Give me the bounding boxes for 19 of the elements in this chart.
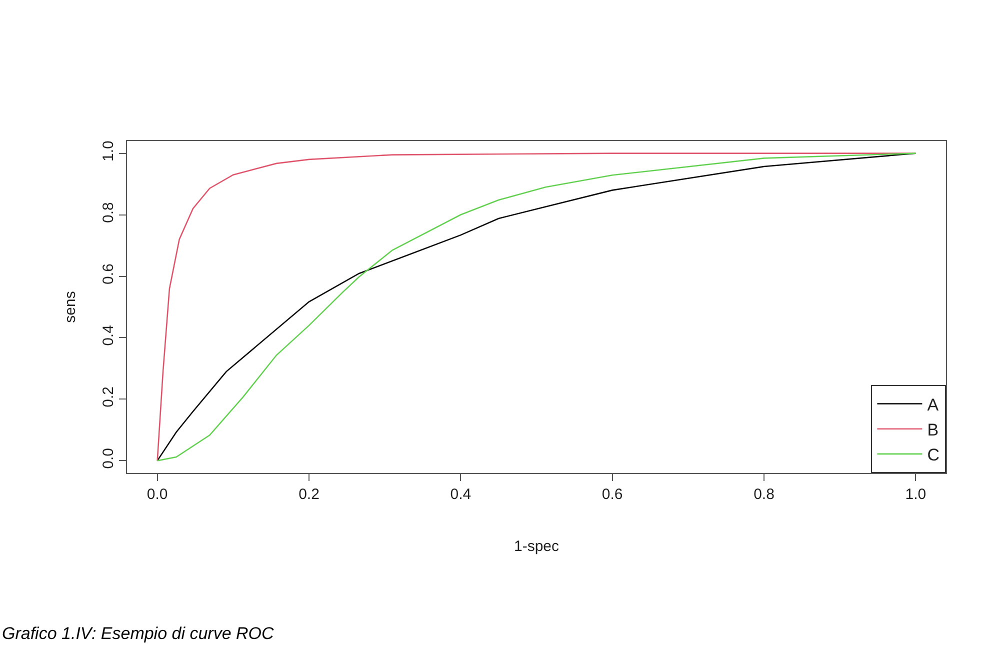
y-tick-label: 0.6 — [100, 264, 117, 284]
legend-label: A — [927, 395, 940, 414]
x-tick-label: 0.2 — [298, 486, 320, 504]
y-tick-label: 1.0 — [100, 140, 117, 162]
text: Grafico 1.IV: Esempio di curve ROC — [2, 624, 275, 643]
legend-label: B — [927, 420, 939, 440]
x-tick-label: 1.0 — [905, 486, 926, 504]
line-series — [156, 152, 916, 462]
x-axis-title: 1-spec — [514, 538, 560, 556]
x-tick-label: 0.6 — [602, 486, 623, 504]
x-tick-label: 0.4 — [450, 486, 472, 504]
x-tick-label: 0.0 — [146, 486, 168, 504]
legend-label: C — [927, 446, 940, 465]
y-tick-label: 0.0 — [100, 448, 117, 469]
y-tick-label: 0.4 — [100, 325, 117, 346]
y-axis-title: sens — [62, 291, 80, 323]
y-tick-label: 0.2 — [100, 386, 117, 408]
x-tick-label: 0.8 — [754, 486, 774, 504]
y-tick-label: 0.8 — [100, 202, 117, 223]
